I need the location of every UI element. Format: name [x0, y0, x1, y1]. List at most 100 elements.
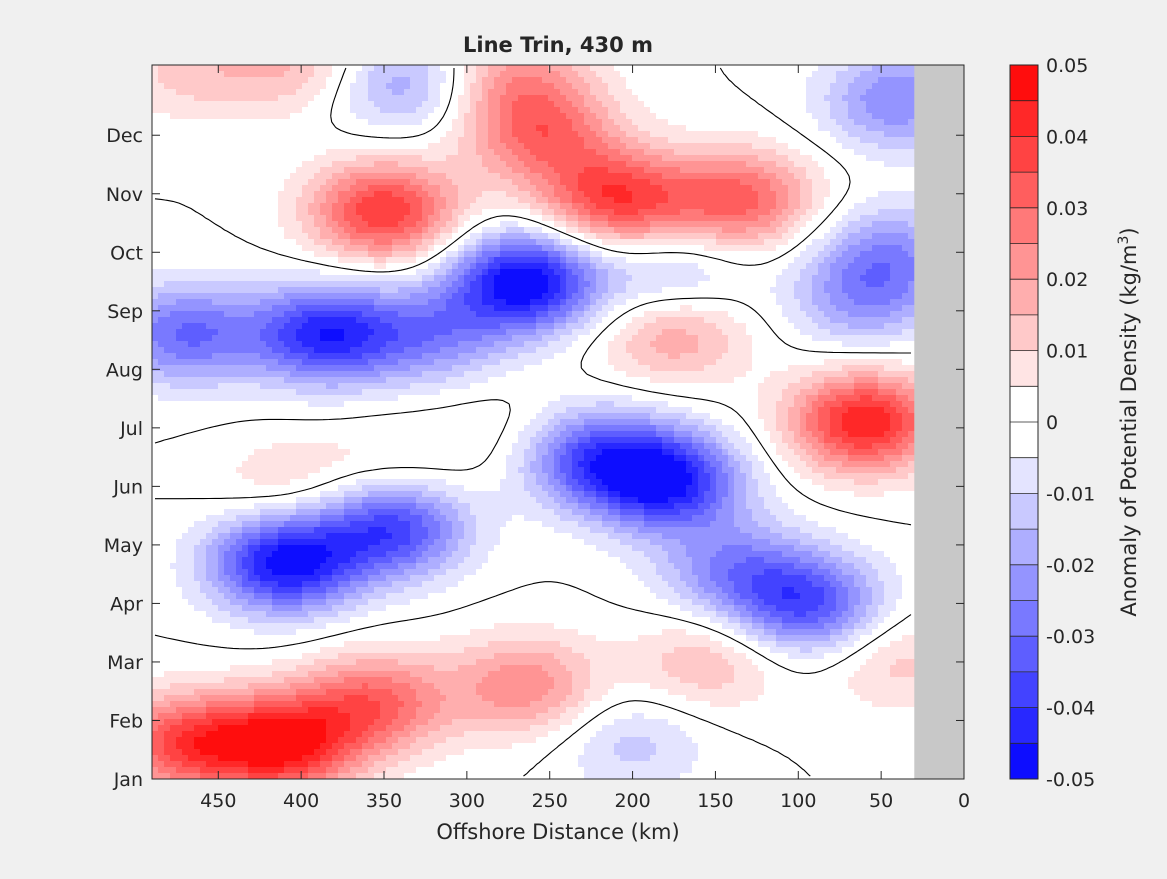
heatmap-cell: [302, 143, 309, 150]
heatmap-cell: [686, 275, 693, 282]
heatmap-cell: [692, 209, 699, 216]
heatmap-cell: [380, 287, 387, 294]
heatmap-cell: [164, 113, 171, 120]
heatmap-cell: [494, 65, 501, 72]
heatmap-cell: [182, 155, 189, 162]
heatmap-cell: [278, 209, 285, 216]
heatmap-cell: [854, 149, 861, 156]
heatmap-cell: [506, 179, 513, 186]
heatmap-cell: [848, 239, 855, 246]
heatmap-cell: [224, 227, 231, 234]
heatmap-cell: [824, 287, 831, 294]
heatmap-cell: [506, 197, 513, 204]
heatmap-cell: [182, 107, 189, 114]
heatmap-cell: [368, 251, 375, 258]
heatmap-cell: [878, 257, 885, 264]
heatmap-cell: [590, 197, 597, 204]
heatmap-cell: [500, 197, 507, 204]
heatmap-cell: [638, 293, 645, 300]
heatmap-cell: [560, 191, 567, 198]
heatmap-cell: [788, 251, 795, 258]
heatmap-cell: [818, 71, 825, 78]
heatmap-cell: [260, 125, 267, 132]
heatmap-cell: [776, 275, 783, 282]
heatmap-cell: [566, 101, 573, 108]
heatmap-cell: [530, 65, 537, 72]
heatmap-cell: [500, 203, 507, 210]
heatmap-cell: [818, 155, 825, 162]
heatmap-cell: [500, 149, 507, 156]
heatmap-cell: [158, 299, 165, 306]
heatmap-cell: [548, 215, 555, 222]
heatmap-cell: [836, 101, 843, 108]
heatmap-cell: [278, 281, 285, 288]
heatmap-cell: [464, 125, 471, 132]
heatmap-cell: [332, 77, 339, 84]
heatmap-cell: [350, 191, 357, 198]
heatmap-cell: [230, 107, 237, 114]
heatmap-cell: [434, 161, 441, 168]
heatmap-cell: [764, 203, 771, 210]
heatmap-cell: [554, 95, 561, 102]
heatmap-cell: [902, 185, 909, 192]
heatmap-cell: [758, 89, 765, 96]
heatmap-cell: [488, 95, 495, 102]
heatmap-cell: [362, 245, 369, 252]
heatmap-cell: [374, 227, 381, 234]
heatmap-cell: [440, 281, 447, 288]
heatmap-cell: [668, 209, 675, 216]
heatmap-cell: [554, 131, 561, 138]
heatmap-cell: [650, 215, 657, 222]
heatmap-cell: [164, 173, 171, 180]
heatmap-cell: [440, 287, 447, 294]
heatmap-cell: [416, 137, 423, 144]
heatmap-cell: [620, 275, 627, 282]
heatmap-cell: [896, 263, 903, 270]
heatmap-cell: [362, 113, 369, 120]
heatmap-cell: [500, 209, 507, 216]
heatmap-cell: [764, 167, 771, 174]
heatmap-cell: [674, 179, 681, 186]
heatmap-cell: [644, 89, 651, 96]
heatmap-cell: [170, 227, 177, 234]
heatmap-cell: [386, 245, 393, 252]
heatmap-cell: [320, 299, 327, 306]
heatmap-cell: [230, 221, 237, 228]
heatmap-cell: [386, 179, 393, 186]
heatmap-cell: [452, 251, 459, 258]
heatmap-cell: [326, 179, 333, 186]
heatmap-cell: [278, 167, 285, 174]
heatmap-cell: [662, 191, 669, 198]
heatmap-cell: [194, 119, 201, 126]
heatmap-cell: [164, 71, 171, 78]
heatmap-cell: [398, 221, 405, 228]
heatmap-cell: [542, 281, 549, 288]
heatmap-cell: [620, 221, 627, 228]
heatmap-cell: [260, 95, 267, 102]
heatmap-cell: [332, 167, 339, 174]
heatmap-cell: [854, 215, 861, 222]
heatmap-cell: [314, 233, 321, 240]
heatmap-cell: [182, 185, 189, 192]
heatmap-cell: [860, 107, 867, 114]
heatmap-cell: [476, 251, 483, 258]
heatmap-cell: [638, 83, 645, 90]
heatmap-cell: [842, 113, 849, 120]
heatmap-cell: [446, 245, 453, 252]
heatmap-cell: [740, 263, 747, 270]
heatmap-cell: [710, 263, 717, 270]
heatmap-cell: [674, 113, 681, 120]
heatmap-cell: [158, 239, 165, 246]
heatmap-cell: [842, 221, 849, 228]
heatmap-cell: [182, 137, 189, 144]
heatmap-cell: [176, 173, 183, 180]
heatmap-cell: [632, 149, 639, 156]
heatmap-cell: [512, 161, 519, 168]
heatmap-cell: [596, 239, 603, 246]
heatmap-cell: [242, 215, 249, 222]
heatmap-cell: [398, 95, 405, 102]
heatmap-cell: [212, 131, 219, 138]
heatmap-cell: [236, 161, 243, 168]
heatmap-cell: [530, 89, 537, 96]
heatmap-cell: [242, 227, 249, 234]
